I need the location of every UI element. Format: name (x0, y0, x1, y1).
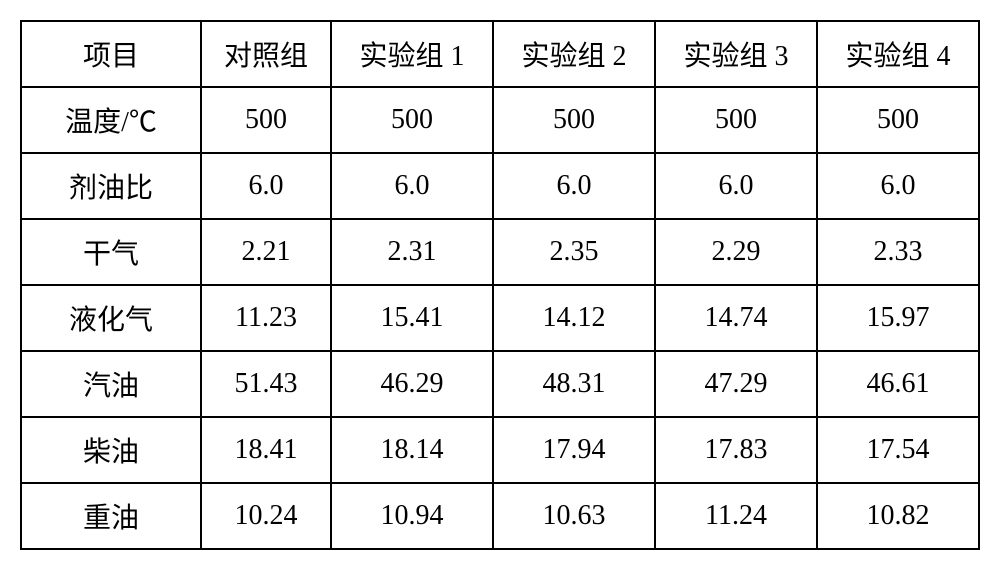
data-cell: 17.83 (655, 417, 817, 483)
data-cell: 2.35 (493, 219, 655, 285)
data-cell: 14.74 (655, 285, 817, 351)
data-table: 项目 对照组 实验组 1 实验组 2 实验组 3 实验组 4 温度/℃ 500 … (20, 20, 980, 550)
data-cell: 51.43 (201, 351, 331, 417)
data-cell: 500 (655, 87, 817, 153)
data-cell: 500 (493, 87, 655, 153)
table-row: 液化气 11.23 15.41 14.12 14.74 15.97 (21, 285, 979, 351)
data-cell: 18.41 (201, 417, 331, 483)
table-row: 干气 2.21 2.31 2.35 2.29 2.33 (21, 219, 979, 285)
header-cell: 项目 (21, 21, 201, 87)
data-cell: 500 (331, 87, 493, 153)
data-cell: 15.97 (817, 285, 979, 351)
data-cell: 48.31 (493, 351, 655, 417)
data-cell: 14.12 (493, 285, 655, 351)
row-label: 重油 (21, 483, 201, 549)
table-row: 剂油比 6.0 6.0 6.0 6.0 6.0 (21, 153, 979, 219)
data-cell: 6.0 (331, 153, 493, 219)
data-cell: 10.82 (817, 483, 979, 549)
data-cell: 17.94 (493, 417, 655, 483)
header-cell: 对照组 (201, 21, 331, 87)
data-cell: 2.33 (817, 219, 979, 285)
table-row: 重油 10.24 10.94 10.63 11.24 10.82 (21, 483, 979, 549)
row-label: 温度/℃ (21, 87, 201, 153)
header-cell: 实验组 3 (655, 21, 817, 87)
header-cell: 实验组 4 (817, 21, 979, 87)
row-label: 汽油 (21, 351, 201, 417)
data-cell: 6.0 (493, 153, 655, 219)
header-cell: 实验组 2 (493, 21, 655, 87)
data-cell: 6.0 (655, 153, 817, 219)
data-cell: 17.54 (817, 417, 979, 483)
table-header-row: 项目 对照组 实验组 1 实验组 2 实验组 3 实验组 4 (21, 21, 979, 87)
data-cell: 10.24 (201, 483, 331, 549)
table-row: 温度/℃ 500 500 500 500 500 (21, 87, 979, 153)
table-row: 汽油 51.43 46.29 48.31 47.29 46.61 (21, 351, 979, 417)
data-cell: 11.24 (655, 483, 817, 549)
data-cell: 15.41 (331, 285, 493, 351)
header-cell: 实验组 1 (331, 21, 493, 87)
data-cell: 10.63 (493, 483, 655, 549)
data-cell: 47.29 (655, 351, 817, 417)
data-cell: 10.94 (331, 483, 493, 549)
data-cell: 46.61 (817, 351, 979, 417)
data-cell: 46.29 (331, 351, 493, 417)
row-label: 柴油 (21, 417, 201, 483)
data-cell: 2.21 (201, 219, 331, 285)
data-cell: 500 (201, 87, 331, 153)
data-cell: 6.0 (817, 153, 979, 219)
data-cell: 500 (817, 87, 979, 153)
row-label: 液化气 (21, 285, 201, 351)
data-cell: 11.23 (201, 285, 331, 351)
data-cell: 2.29 (655, 219, 817, 285)
table-row: 柴油 18.41 18.14 17.94 17.83 17.54 (21, 417, 979, 483)
row-label: 干气 (21, 219, 201, 285)
data-cell: 6.0 (201, 153, 331, 219)
row-label: 剂油比 (21, 153, 201, 219)
data-cell: 2.31 (331, 219, 493, 285)
data-cell: 18.14 (331, 417, 493, 483)
